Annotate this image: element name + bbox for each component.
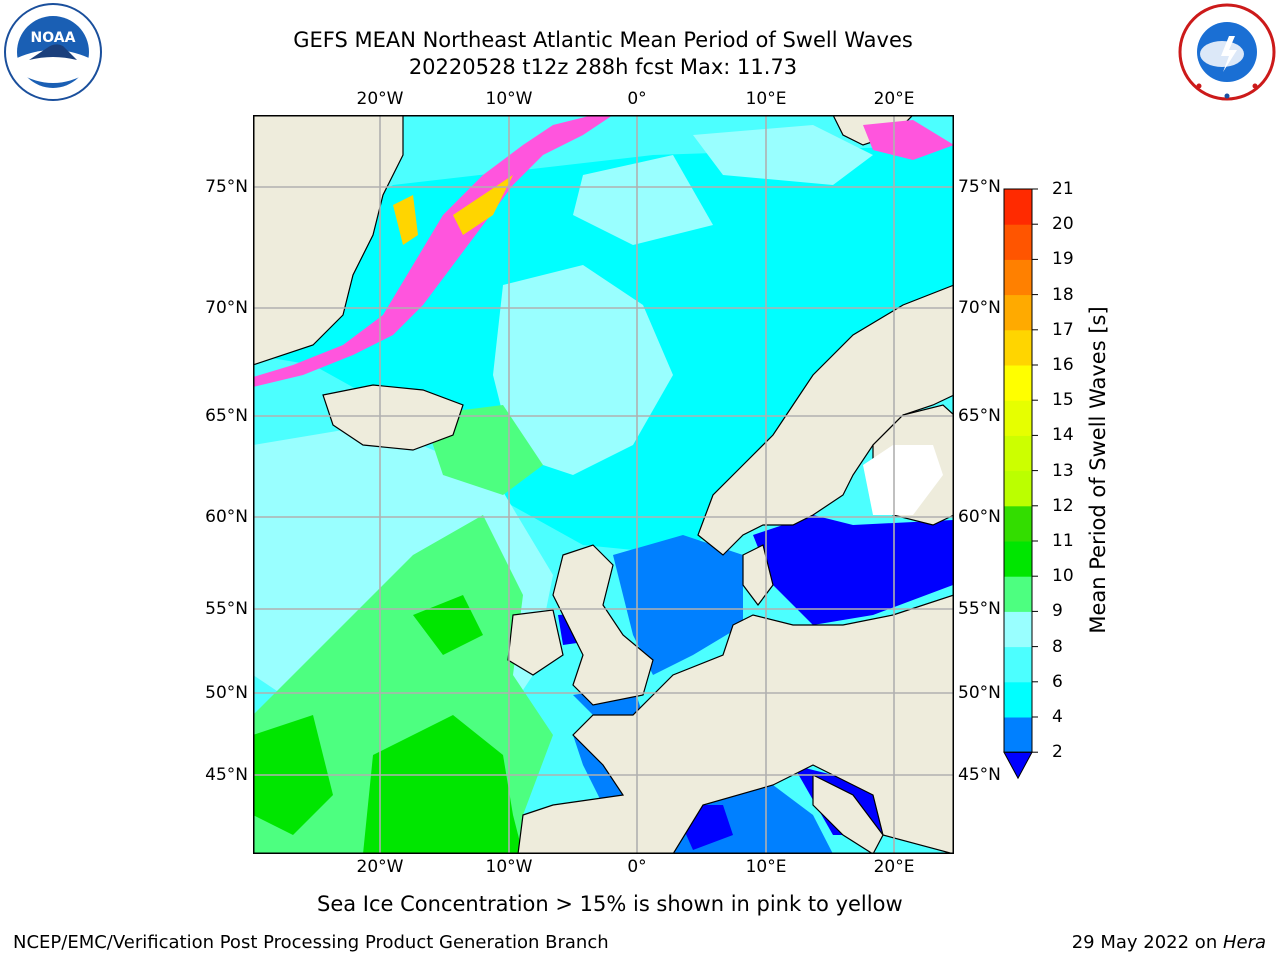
lon-label-bottom: 10°W	[485, 857, 533, 877]
colorbar-tick-label: 9	[1052, 601, 1063, 622]
colorbar-segment	[1004, 294, 1032, 331]
map-frame	[253, 115, 954, 854]
svg-text:NOAA: NOAA	[31, 30, 76, 46]
footer-branch: NCEP/EMC/Verification Post Processing Pr…	[13, 932, 609, 953]
great-britain-land	[552, 544, 654, 706]
colorbar-segment	[1004, 435, 1032, 472]
lat-label-right: 60°N	[958, 507, 1001, 527]
lon-label-top: 20°E	[873, 89, 915, 109]
colorbar-tick-label: 18	[1052, 284, 1074, 305]
north-sea-2-4	[613, 535, 743, 675]
colorbar-segment	[1004, 259, 1032, 296]
ocean-band-10-11	[363, 715, 523, 854]
chart-title: GEFS MEAN Northeast Atlantic Mean Period…	[293, 28, 913, 52]
colorbar-segment	[1004, 717, 1032, 753]
lat-label-right: 70°N	[958, 298, 1001, 318]
colorbar-segment	[1004, 646, 1032, 683]
ocean-band-8-9	[493, 265, 673, 475]
lon-label-bottom: 20°W	[356, 857, 404, 877]
lat-label-left: 60°N	[205, 507, 248, 527]
colorbar-tick-label: 6	[1052, 671, 1063, 692]
lon-label-bottom: 0°	[627, 857, 647, 877]
noaa-logo-icon: NOAA	[3, 2, 103, 102]
colorbar-tick-label: 10	[1052, 566, 1074, 587]
lat-label-left: 55°N	[205, 599, 248, 619]
lat-label-left: 50°N	[205, 683, 248, 703]
nws-logo-icon	[1177, 2, 1277, 102]
colorbar-segment	[1004, 681, 1032, 718]
iceland-land	[322, 384, 464, 451]
lon-label-bottom: 20°E	[873, 857, 915, 877]
colorbar-segment	[1004, 400, 1032, 436]
lon-label-top: 10°E	[745, 89, 787, 109]
colorbar-tick-label: 19	[1052, 249, 1074, 270]
colorbar-tick-label: 17	[1052, 319, 1074, 340]
colorbar-segment	[1004, 329, 1032, 366]
colorbar-tick-label: 20	[1052, 214, 1074, 235]
colorbar-tick-label: 13	[1052, 460, 1074, 481]
ocean-band-10-11	[413, 595, 483, 655]
sea-ice-yellow	[453, 175, 513, 235]
colorbar-tick-label: 4	[1052, 707, 1063, 727]
colorbar-tick-label: 16	[1052, 355, 1074, 375]
greenland-land	[253, 115, 404, 366]
colorbar-label: Mean Period of Swell Waves [s]	[1086, 306, 1110, 634]
ocean-band-8-9	[573, 155, 713, 245]
ocean-band-8-9	[693, 125, 873, 185]
lat-label-right: 55°N	[958, 599, 1001, 619]
colorbar-segment	[1004, 365, 1032, 401]
colorbar-segment	[1004, 611, 1032, 648]
continental-europe-land	[517, 594, 954, 854]
lat-label-left: 70°N	[205, 298, 248, 318]
colorbar-segment	[1004, 224, 1032, 260]
lon-label-top: 10°W	[485, 89, 533, 109]
lon-label-top: 20°W	[356, 89, 404, 109]
baltic-below-2	[753, 515, 953, 625]
lat-label-left: 65°N	[205, 406, 248, 426]
sea-ice-yellow	[393, 195, 418, 245]
colorbar-segment	[1004, 576, 1032, 612]
lon-label-top: 0°	[627, 89, 647, 109]
colorbar-segment	[1004, 189, 1032, 225]
colorbar-tick-label: 21	[1052, 179, 1074, 199]
colorbar-tick-label: 12	[1052, 495, 1074, 516]
colorbar-segment	[1004, 541, 1032, 577]
lat-label-left: 75°N	[205, 177, 248, 197]
lat-label-right: 75°N	[958, 177, 1001, 197]
sea-ice-svalbard	[863, 120, 954, 160]
chart-subtitle-run: 20220528 t12z 288h fcst Max: 11.73	[408, 55, 798, 79]
footer-host: Hera	[1222, 932, 1266, 953]
colorbar	[1003, 188, 1038, 780]
sea-ice-edge	[253, 115, 613, 387]
footer-date-text: 29 May 2022 on	[1071, 932, 1223, 953]
lat-label-right: 50°N	[958, 683, 1001, 703]
colorbar-segment	[1004, 505, 1032, 542]
lon-label-bottom: 10°E	[745, 857, 787, 877]
colorbar-tick-label: 15	[1052, 390, 1074, 411]
lat-label-left: 45°N	[205, 765, 248, 785]
lat-label-right: 65°N	[958, 406, 1001, 426]
colorbar-tick-label: 2	[1052, 742, 1063, 763]
bothnia-blank	[863, 445, 943, 515]
colorbar-tick-label: 14	[1052, 425, 1074, 446]
swell-period-map	[253, 115, 954, 854]
lat-label-right: 45°N	[958, 765, 1001, 785]
colorbar-tick-label: 8	[1052, 636, 1063, 657]
footer-date: 29 May 2022 on Hera	[1072, 932, 1266, 954]
colorbar-tick-label: 11	[1052, 531, 1074, 551]
italy-land	[812, 774, 884, 854]
colorbar-segment	[1004, 470, 1032, 507]
sea-ice-note: Sea Ice Concentration > 15% is shown in …	[317, 892, 903, 916]
